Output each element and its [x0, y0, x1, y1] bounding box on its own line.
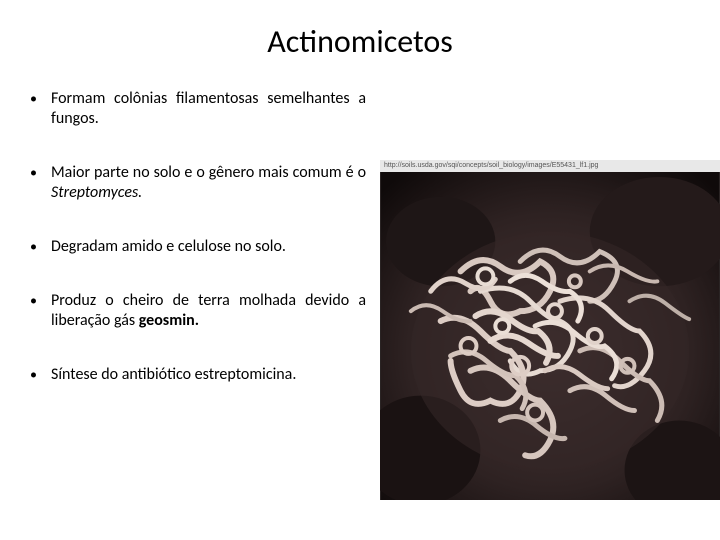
bullet-text: Síntese do antibiótico estreptomicina.: [51, 365, 296, 385]
image-source-url: http://soils.usda.gov/sqi/concepts/soil_…: [380, 160, 720, 172]
bullet-text: Formam colônias filamentosas semelhantes…: [51, 89, 366, 129]
bullet-dot-icon: •: [26, 365, 51, 385]
bullet-item: •Maior parte no solo e o gênero mais com…: [26, 163, 366, 203]
microscopy-image: http://soils.usda.gov/sqi/concepts/soil_…: [380, 160, 720, 500]
bullet-dot-icon: •: [26, 89, 51, 109]
bullet-text: Maior parte no solo e o gênero mais comu…: [51, 163, 366, 203]
bullet-item: •Síntese do antibiótico estreptomicina.: [26, 365, 366, 385]
bullet-item: •Produz o cheiro de terra molhada devido…: [26, 291, 366, 331]
bullet-list: •Formam colônias filamentosas semelhante…: [26, 71, 366, 419]
bullet-dot-icon: •: [26, 237, 51, 257]
bullet-text: Produz o cheiro de terra molhada devido …: [51, 291, 366, 331]
bullet-dot-icon: •: [26, 163, 51, 183]
bullet-dot-icon: •: [26, 291, 51, 311]
slide-title: Actinomicetos: [0, 0, 720, 71]
bullet-item: •Degradam amido e celulose no solo.: [26, 237, 366, 257]
bullet-item: •Formam colônias filamentosas semelhante…: [26, 89, 366, 129]
filament-illustration: [380, 172, 720, 500]
bullet-text: Degradam amido e celulose no solo.: [51, 237, 286, 257]
